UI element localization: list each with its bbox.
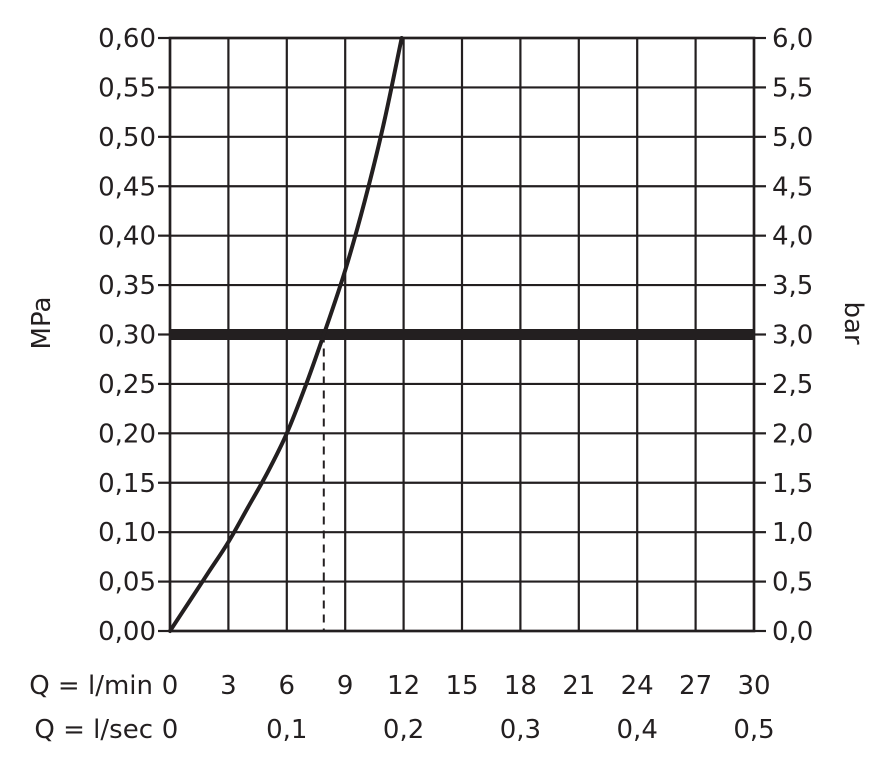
x-axis-lmin-title: Q = l/min — [29, 671, 153, 701]
right-tick-label-12: 6,0 — [772, 24, 813, 54]
x-lmin-tick-label-5: 15 — [445, 671, 478, 701]
x-lmin-tick-label-8: 24 — [621, 671, 654, 701]
left-tick-label-11: 0,55 — [98, 73, 156, 103]
left-tick-label-2: 0,10 — [98, 518, 156, 548]
right-axis-ticks: 0,0 0,5 1,0 1,5 2,0 2,5 3,0 3,5 4,0 4,5 5,0 5,5 6,0 — [754, 24, 813, 647]
right-tick-label-11: 5,5 — [772, 73, 813, 103]
left-tick-label-6: 0,30 — [98, 321, 156, 351]
x-lsec-tick-label-0: 0 — [162, 715, 179, 745]
left-tick-label-0: 0,00 — [98, 617, 156, 647]
left-tick-label-5: 0,25 — [98, 370, 156, 400]
x-lsec-tick-label-5: 0,5 — [733, 715, 774, 745]
right-tick-label-0: 0,0 — [772, 617, 813, 647]
right-axis-title: bar — [838, 301, 868, 344]
left-tick-label-1: 0,05 — [98, 568, 156, 598]
left-tick-label-8: 0,40 — [98, 222, 156, 252]
x-lmin-tick-label-1: 3 — [220, 671, 237, 701]
x-lsec-tick-label-4: 0,4 — [617, 715, 658, 745]
x-lmin-tick-label-0: 0 — [162, 671, 179, 701]
right-tick-label-1: 0,5 — [772, 568, 813, 598]
x-lmin-tick-label-2: 6 — [279, 671, 296, 701]
x-lmin-tick-label-9: 27 — [679, 671, 712, 701]
left-axis-ticks: 0,00 0,05 0,10 0,15 0,20 0,25 0,30 0,35 0,40 0,45… — [98, 24, 170, 647]
x-lmin-tick-label-10: 30 — [737, 671, 770, 701]
x-lsec-tick-label-3: 0,3 — [500, 715, 541, 745]
left-tick-label-7: 0,35 — [98, 271, 156, 301]
right-tick-label-7: 3,5 — [772, 271, 813, 301]
x-lsec-tick-label-1: 0,1 — [266, 715, 307, 745]
right-tick-label-2: 1,0 — [772, 518, 813, 548]
reference-layer — [170, 329, 754, 631]
series-line-0 — [168, 36, 404, 633]
left-tick-label-10: 0,50 — [98, 123, 156, 153]
x-axis-lsec-title: Q = l/sec — [34, 715, 153, 745]
left-tick-label-4: 0,20 — [98, 419, 156, 449]
right-tick-label-3: 1,5 — [772, 469, 813, 499]
right-tick-label-4: 2,0 — [772, 419, 813, 449]
right-tick-label-6: 3,0 — [772, 321, 813, 351]
left-tick-label-9: 0,45 — [98, 172, 156, 202]
right-tick-label-9: 4,5 — [772, 172, 813, 202]
right-tick-label-10: 5,0 — [772, 123, 813, 153]
x-lmin-tick-label-6: 18 — [504, 671, 537, 701]
right-tick-label-8: 4,0 — [772, 222, 813, 252]
series-layer — [168, 36, 404, 633]
right-tick-label-5: 2,5 — [772, 370, 813, 400]
left-tick-label-12: 0,60 — [98, 24, 156, 54]
x-axis-ticks: 0 3 6 9 12 15 18 21 24 27 30 0 0,1 0,2 0,3 0,4 0,5 — [162, 671, 775, 745]
x-lmin-tick-label-7: 21 — [562, 671, 595, 701]
left-tick-label-3: 0,15 — [98, 469, 156, 499]
x-lsec-tick-label-2: 0,2 — [383, 715, 424, 745]
x-lmin-tick-label-3: 9 — [337, 671, 354, 701]
x-lmin-tick-label-4: 12 — [387, 671, 420, 701]
left-axis-title: MPa — [27, 297, 57, 350]
